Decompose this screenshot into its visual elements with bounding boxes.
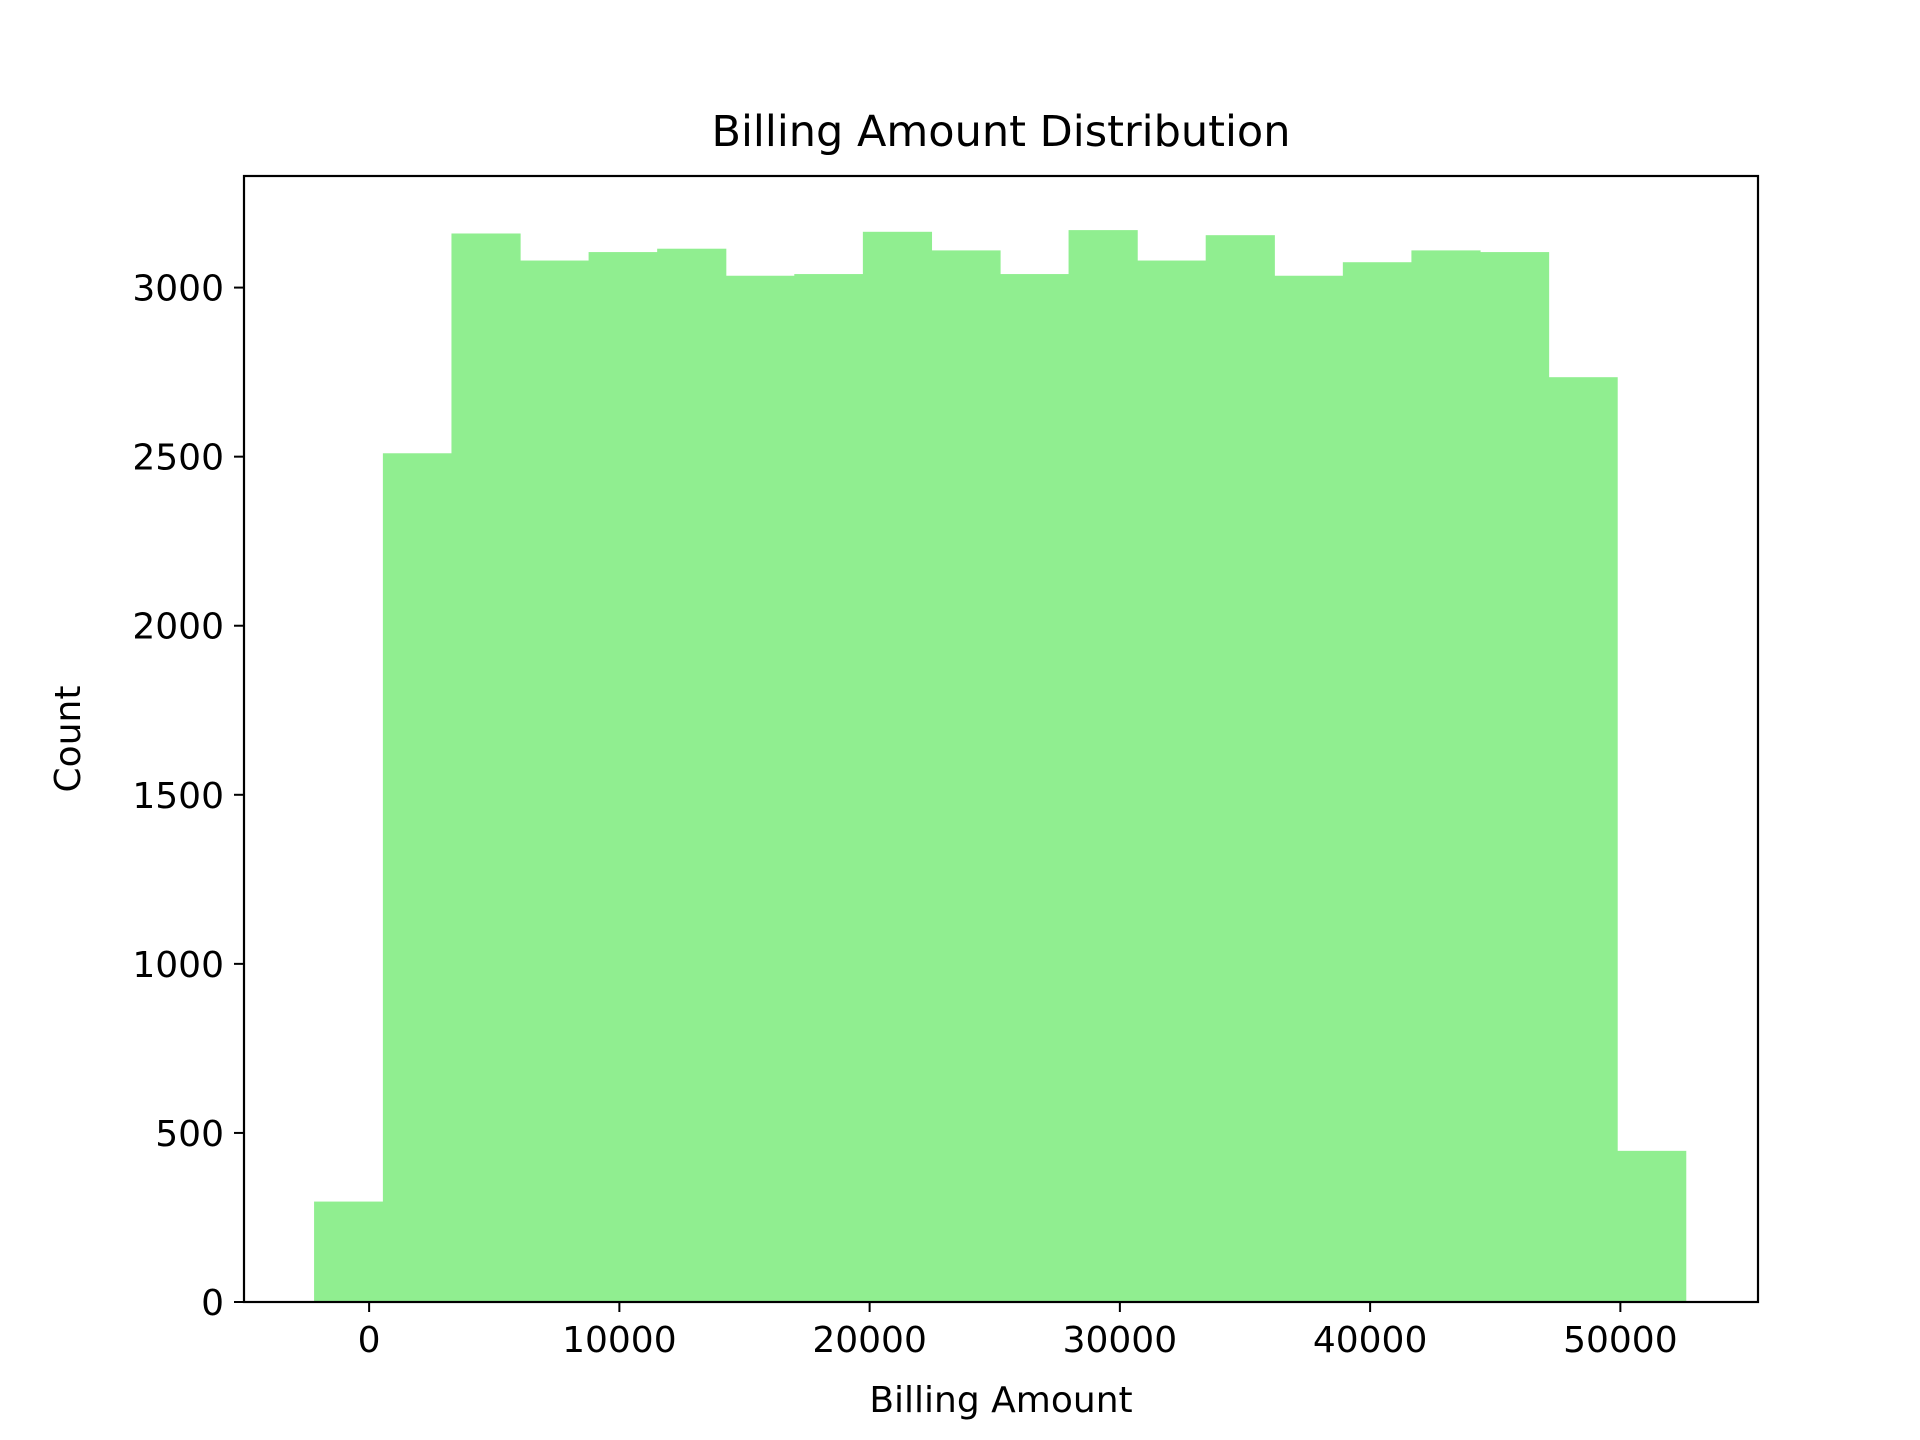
x-tick-label: 0 [358, 1320, 381, 1361]
histogram-bar-4 [520, 260, 590, 1302]
histogram-bar-13 [1137, 260, 1207, 1302]
histogram-bar-12 [1068, 230, 1138, 1303]
histogram-bar-17 [1411, 250, 1481, 1303]
x-tick-label: 40000 [1313, 1320, 1428, 1361]
histogram-bar-1 [314, 1201, 384, 1302]
histogram-bar-5 [588, 252, 658, 1303]
histogram-bar-8 [794, 274, 864, 1302]
x-tick-label: 10000 [562, 1320, 677, 1361]
histogram-bar-9 [862, 231, 933, 1303]
y-tick-label: 1500 [132, 776, 224, 817]
y-tick-label: 3000 [132, 269, 224, 310]
histogram-bar-18 [1479, 252, 1550, 1303]
x-axis-title: Billing Amount [869, 1380, 1132, 1421]
histogram-bar-20 [1617, 1150, 1687, 1302]
histogram-bar-7 [725, 275, 795, 1303]
histogram-bar-10 [931, 250, 1001, 1303]
x-tick-label: 30000 [1063, 1320, 1178, 1361]
histogram-bar-6 [657, 248, 727, 1302]
histogram-bar-15 [1274, 275, 1344, 1303]
y-tick-label: 0 [201, 1283, 224, 1324]
histogram-bar-16 [1342, 262, 1413, 1302]
bars-layer [314, 230, 1687, 1303]
x-tick-label: 20000 [812, 1320, 927, 1361]
y-tick-label: 2000 [132, 607, 224, 648]
histogram-bar-3 [451, 233, 521, 1302]
histogram-bar-2 [382, 453, 453, 1302]
chart-title: Billing Amount Distribution [711, 107, 1290, 157]
histogram-bar-19 [1548, 377, 1618, 1302]
y-axis-title: Count [48, 686, 89, 793]
x-tick-label: 50000 [1563, 1320, 1678, 1361]
ticks-layer: 0 10000 20000 30000 40000 50000 0 500 1000 1500 20… [132, 269, 1677, 1361]
y-tick-label: 500 [155, 1114, 224, 1155]
plot-area-frame [242, 174, 1760, 1304]
y-tick-label: 1000 [132, 945, 224, 986]
histogram-bar-14 [1205, 235, 1275, 1302]
y-tick-label: 2500 [132, 438, 224, 479]
histogram-bar-11 [999, 274, 1070, 1302]
